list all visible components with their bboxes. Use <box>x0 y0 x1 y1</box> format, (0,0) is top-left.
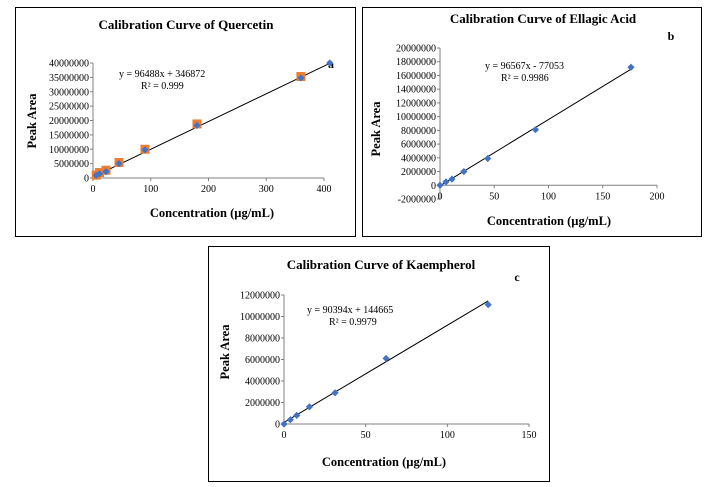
x-axis-label: Concentration (µg/mL) <box>322 455 446 469</box>
data-point-diamond <box>448 175 456 183</box>
y-tick-label: 35000000 <box>49 73 89 84</box>
x-tick-label: 400 <box>317 184 332 195</box>
y-tick-label: 40000000 <box>49 59 89 70</box>
r-squared-label: R² = 0.999 <box>141 81 184 92</box>
y-tick-label: 0 <box>275 420 280 431</box>
data-point-diamond <box>95 170 104 178</box>
data-point-diamond <box>193 121 201 129</box>
y-tick-label: 16000000 <box>396 71 436 82</box>
r-squared-label: R² = 0.9979 <box>329 317 377 328</box>
trendline <box>96 62 330 176</box>
data-point-diamond <box>115 160 123 168</box>
trendline-equation: y = 90394x + 144665 <box>307 305 393 316</box>
x-tick-label: 0 <box>438 191 443 202</box>
data-point-diamond <box>627 63 635 71</box>
y-tick-label: 10000000 <box>240 312 280 323</box>
y-tick-label: 15000000 <box>49 130 89 141</box>
x-axis-label: Concentration (µg/mL) <box>487 214 611 228</box>
chart-title: Calibration Curve of Quercetin <box>99 17 275 32</box>
trendline-equation: y = 96567x - 77053 <box>485 61 564 72</box>
y-axis-label: Peak Area <box>218 324 232 380</box>
y-tick-label: 6000000 <box>401 140 436 151</box>
y-tick-label: 4000000 <box>401 153 436 164</box>
y-tick-label: 10000000 <box>49 145 89 156</box>
y-tick-label: 20000000 <box>49 116 89 127</box>
y-tick-label: 2000000 <box>245 398 280 409</box>
data-point-diamond <box>280 420 288 428</box>
y-tick-label: 30000000 <box>49 87 89 98</box>
chart-kaempherol-svg: Calibration Curve of Kaempherol c Peak A… <box>218 257 537 469</box>
y-tick-label: 4000000 <box>245 377 280 388</box>
data-point-diamond <box>102 168 110 176</box>
x-tick-label: 100 <box>541 191 556 202</box>
y-tick-label: 5000000 <box>54 159 89 170</box>
y-tick-label: 25000000 <box>49 102 89 113</box>
y-tick-label: 0 <box>431 181 436 192</box>
y-axis-label: Peak Area <box>25 93 39 149</box>
y-tick-label: 8000000 <box>401 126 436 137</box>
y-tick-label: 10000000 <box>396 112 436 123</box>
y-tick-label: 8000000 <box>245 334 280 345</box>
y-tick-label: 0 <box>84 174 89 185</box>
data-point-diamond <box>297 74 305 82</box>
plot-area: 0 2000000 4000000 6000000 8000000 10000000 120… <box>240 291 537 442</box>
chart-title: Calibration Curve of Kaempherol <box>287 257 476 272</box>
x-tick-label: 150 <box>522 430 537 441</box>
data-point-diamond <box>460 167 468 176</box>
data-point-diamond <box>286 416 294 424</box>
data-point-diamond <box>382 354 390 363</box>
chart-panel-quercetin: Calibration Curve of Quercetin a Peak Ar… <box>15 7 356 237</box>
data-point-diamond <box>442 178 450 186</box>
chart-panel-ellagic-acid: Calibration Curve of Ellagic Acid b Peak… <box>362 7 702 237</box>
x-tick-label: 100 <box>143 184 158 195</box>
data-point-diamond <box>531 126 540 134</box>
y-tick-label: 2000000 <box>401 167 436 178</box>
chart-ellagic-acid-svg: Calibration Curve of Ellagic Acid b Peak… <box>369 11 675 228</box>
x-tick-label: 100 <box>440 430 455 441</box>
panel-letter: b <box>668 29 675 43</box>
y-tick-label: 12000000 <box>396 98 436 109</box>
chart-title: Calibration Curve of Ellagic Acid <box>450 11 637 26</box>
x-tick-label: 0 <box>282 430 287 441</box>
chart-panel-kaempherol: Calibration Curve of Kaempherol c Peak A… <box>208 246 550 482</box>
x-tick-label: 50 <box>489 191 499 202</box>
chart-quercetin-svg: Calibration Curve of Quercetin a Peak Ar… <box>25 17 334 220</box>
y-tick-label: -2000000 <box>398 195 436 206</box>
y-tick-label: 20000000 <box>396 44 436 55</box>
y-axis-label: Peak Area <box>369 101 383 157</box>
x-tick-label: 50 <box>361 430 371 441</box>
y-tick-label: 14000000 <box>396 85 436 96</box>
x-tick-label: 200 <box>650 191 665 202</box>
data-point-diamond <box>484 154 492 163</box>
y-tick-label: 6000000 <box>245 355 280 366</box>
y-tick-label: 18000000 <box>396 57 436 68</box>
data-point-diamond <box>326 59 334 67</box>
r-squared-label: R² = 0.9986 <box>501 73 549 84</box>
x-tick-label: 150 <box>595 191 610 202</box>
x-tick-label: 300 <box>259 184 274 195</box>
x-tick-label: 0 <box>91 184 96 195</box>
plot-area: -200000002000000400000060000008000000100… <box>396 44 665 206</box>
x-tick-label: 200 <box>201 184 216 195</box>
trendline-equation: y = 96488x + 346872 <box>119 69 205 80</box>
plot-area: 0 5000000 10000000 15000000 20000000 25000000… <box>49 59 334 195</box>
y-tick-label: 12000000 <box>240 291 280 302</box>
x-axis-label: Concentration (µg/mL) <box>150 206 274 220</box>
panel-letter: c <box>514 270 520 284</box>
data-point-diamond <box>436 181 444 189</box>
data-point-diamond <box>141 146 149 154</box>
